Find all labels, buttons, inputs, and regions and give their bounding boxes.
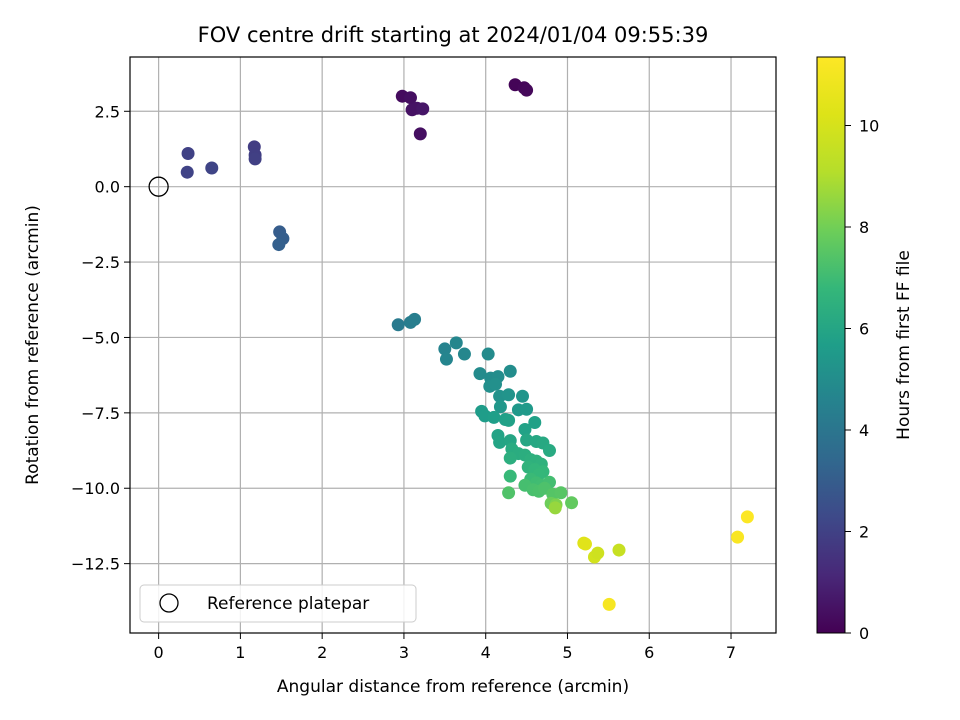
data-point (438, 342, 452, 356)
data-point (731, 530, 745, 544)
y-tick-label: −10.0 (71, 479, 120, 498)
data-point (591, 546, 605, 560)
data-point (528, 416, 542, 430)
chart-title: FOV centre drift starting at 2024/01/04 … (198, 23, 709, 47)
data-point (503, 469, 517, 483)
data-point (489, 377, 503, 391)
data-point (487, 410, 501, 424)
legend-reference-marker (159, 593, 179, 613)
data-point (403, 91, 417, 105)
data-point (518, 422, 532, 436)
colorbar-tick-label: 0 (859, 624, 869, 643)
data-point (503, 364, 517, 378)
data-point (503, 451, 517, 465)
plot-frame (129, 56, 777, 634)
data-point (181, 147, 195, 161)
data-point (457, 347, 471, 361)
data-point (481, 347, 495, 361)
data-point (502, 486, 516, 500)
data-point (520, 83, 534, 97)
data-point (391, 318, 405, 332)
y-axis-label: Rotation from reference (arcmin) (23, 205, 43, 485)
data-point (565, 496, 579, 510)
y-tick-label: −2.5 (81, 253, 120, 272)
data-point (602, 597, 616, 611)
colorbar-ticks: 0 2 4 6 8 10 (845, 117, 879, 643)
reference-marker (148, 176, 169, 197)
scatter-points (180, 78, 754, 611)
reference-marker-layer (148, 176, 169, 197)
data-point (612, 543, 626, 557)
y-axis-ticks: 2.5 0.0 −2.5 −5.0 −7.5 −10.0 −12.5 (71, 102, 130, 574)
data-point (493, 435, 507, 449)
x-tick-label: 5 (562, 643, 572, 662)
data-point (272, 238, 286, 252)
data-point (449, 336, 463, 350)
x-tick-label: 3 (399, 643, 409, 662)
data-point (578, 537, 592, 551)
data-point (205, 161, 219, 175)
data-point (554, 486, 568, 500)
data-point (248, 152, 262, 166)
data-point (413, 127, 427, 141)
x-tick-label: 0 (154, 643, 164, 662)
y-tick-label: 2.5 (95, 102, 120, 121)
data-point (408, 312, 422, 326)
legend: Reference platepar (139, 584, 417, 623)
x-tick-label: 7 (726, 643, 736, 662)
legend-reference-label: Reference platepar (207, 594, 369, 614)
data-point (516, 389, 530, 403)
data-point (520, 433, 534, 447)
colorbar-gradient (816, 56, 846, 634)
data-point (740, 510, 754, 524)
data-point (493, 400, 507, 414)
data-point (502, 413, 516, 427)
data-point (542, 444, 556, 458)
colorbar: 0 2 4 6 8 10 Hours from first FF file (816, 56, 914, 643)
colorbar-label: Hours from first FF file (894, 250, 914, 440)
x-axis-label: Angular distance from reference (arcmin) (277, 677, 629, 697)
data-point (520, 402, 534, 416)
colorbar-tick-label: 8 (859, 218, 869, 237)
y-tick-label: −7.5 (81, 404, 120, 423)
colorbar-tick-label: 6 (859, 320, 869, 339)
x-tick-label: 2 (317, 643, 327, 662)
x-tick-label: 1 (235, 643, 245, 662)
data-point (473, 367, 487, 381)
data-point (180, 165, 194, 179)
colorbar-tick-label: 10 (859, 117, 879, 136)
colorbar-tick-label: 4 (859, 421, 869, 440)
x-tick-label: 6 (644, 643, 654, 662)
data-point (502, 388, 516, 402)
data-point (548, 501, 562, 515)
data-point (416, 102, 430, 116)
colorbar-tick-label: 2 (859, 523, 869, 542)
y-tick-label: −12.5 (71, 555, 120, 574)
legend-box (139, 584, 417, 623)
x-tick-label: 4 (481, 643, 491, 662)
y-tick-label: 0.0 (95, 178, 120, 197)
y-tick-label: −5.0 (81, 328, 120, 347)
x-axis-ticks: 0 1 2 3 4 5 6 7 (154, 633, 736, 662)
data-point (439, 352, 453, 366)
